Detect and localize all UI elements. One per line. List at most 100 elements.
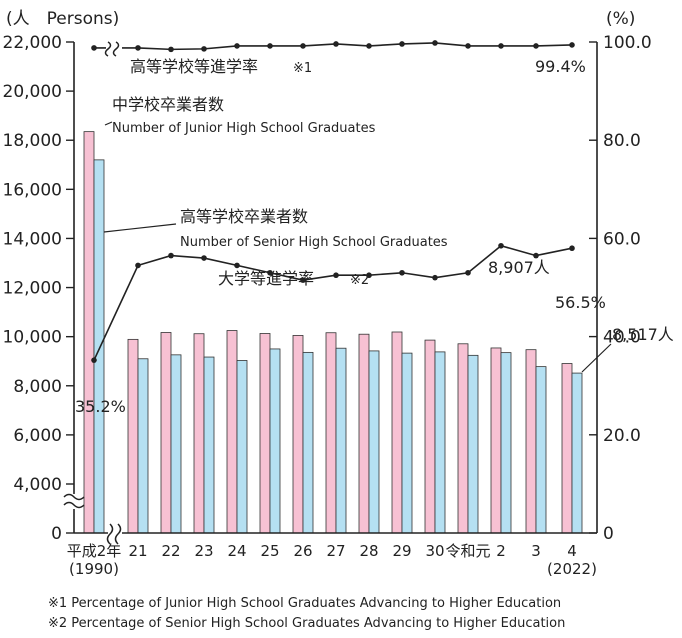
hs-rate-point	[465, 43, 471, 49]
hs-rate-point	[168, 46, 174, 53]
univ-rate-point	[366, 272, 372, 279]
junior-graduates-bar	[160, 332, 172, 534]
left-tick-label: 18,000	[3, 131, 62, 151]
category-sublabel: (1990)	[69, 560, 119, 578]
univ-rate-point	[168, 252, 174, 259]
x-axis-break-icon	[106, 523, 122, 545]
junior-graduates-bar	[127, 338, 139, 534]
hs-rate-point	[135, 45, 141, 51]
junior-graduates-bar	[490, 347, 502, 534]
senior-graduates-bar	[401, 352, 413, 534]
lines-layer	[91, 40, 575, 363]
junior-last-value-label: 8,907人	[488, 258, 550, 277]
univ-rate-point	[267, 269, 273, 276]
univ-rate-label: 大学等進学率	[218, 269, 314, 288]
univ-rate-point	[533, 252, 539, 259]
senior-last-leader	[581, 343, 612, 373]
left-axis-break-icon	[63, 493, 85, 509]
senior-graduates-bar	[93, 159, 105, 534]
senior-graduates-bar	[203, 356, 215, 534]
univ-rate-point	[201, 255, 207, 261]
hs-rate-point	[333, 41, 339, 47]
junior-graduates-bar	[525, 349, 537, 534]
univ-rate-point	[569, 245, 575, 252]
junior-label-leader	[104, 121, 113, 126]
right-tick-label: 40.0	[603, 328, 641, 348]
univ-rate-point	[465, 269, 471, 276]
right-tick-label: 60.0	[603, 229, 641, 249]
left-tick-label: 20,000	[3, 82, 62, 102]
hs-rate-point	[267, 43, 273, 49]
univ-rate-first-label: 35.2%	[75, 397, 126, 416]
footnote-2: ※2 Percentage of Senior High School Grad…	[48, 616, 565, 631]
junior-graduates-bar	[325, 332, 337, 534]
junior-series-label-en: Number of Junior High School Graduates	[112, 121, 376, 136]
left-tick-label: 4,000	[13, 475, 62, 495]
left-tick-label: 12,000	[3, 279, 62, 299]
junior-graduates-bar	[193, 333, 205, 534]
senior-graduates-bar	[535, 366, 547, 534]
category-label: 21	[128, 542, 147, 560]
univ-rate-last-label: 56.5%	[555, 293, 606, 312]
hs-rate-point	[234, 43, 240, 49]
left-axis-unit-label: (人 Persons)	[6, 9, 119, 29]
category-label: 23	[194, 542, 213, 560]
hs-rate-point	[498, 43, 504, 49]
category-label: 3	[531, 542, 541, 560]
univ-rate-note-mark: ※2	[350, 273, 369, 288]
univ-rate-point	[300, 277, 306, 283]
category-labels-layer: 平成2年(1990)21 22 23 24 25 26 27 28 29 30 令和元 2 3 4(202…	[67, 542, 597, 578]
hs-rate-point	[569, 42, 575, 48]
hs-rate-label: 高等学校等進学率	[130, 57, 258, 76]
junior-graduates-bar	[226, 330, 238, 534]
category-label: 24	[227, 542, 246, 560]
junior-graduates-bar	[561, 363, 573, 534]
senior-graduates-bar	[137, 358, 149, 534]
senior-graduates-bar	[368, 350, 380, 534]
senior-graduates-bar	[467, 354, 479, 534]
right-tick-label: 20.0	[603, 426, 641, 446]
junior-graduates-bar	[457, 343, 469, 534]
junior-graduates-bar	[259, 333, 271, 534]
footnote-1: ※1 Percentage of Junior High School Grad…	[48, 596, 561, 611]
senior-series-label: 高等学校卒業者数	[180, 207, 308, 226]
hs-rate-point	[399, 41, 405, 47]
senior-graduates-bar	[335, 347, 347, 534]
left-tick-label: 6,000	[13, 426, 62, 446]
right-tick-label: 0	[603, 524, 614, 544]
hs-rate-point	[533, 43, 539, 49]
junior-graduates-bar	[292, 335, 304, 534]
left-tick-label: 0	[51, 524, 62, 544]
senior-last-value-label: 8,517人	[612, 325, 674, 344]
right-axis-unit-label: (%)	[606, 9, 635, 29]
hs-rate-point	[91, 45, 97, 51]
category-label: 28	[359, 542, 378, 560]
category-label: 25	[260, 542, 279, 560]
senior-series-label-en: Number of Senior High School Graduates	[180, 235, 448, 250]
junior-graduates-bar	[424, 339, 436, 534]
right-tick-label: 80.0	[603, 131, 641, 151]
senior-graduates-bar	[571, 372, 583, 534]
senior-graduates-bar	[170, 354, 182, 534]
univ-rate-point	[135, 262, 141, 269]
right-ticks-layer: 0 20.0 40.0 60.0 80.0 100.0	[589, 33, 652, 544]
junior-graduates-bar	[391, 331, 403, 534]
category-label: 平成2年	[67, 542, 122, 560]
junior-graduates-bar	[358, 333, 370, 534]
senior-graduates-bar	[500, 352, 512, 534]
left-tick-label: 8,000	[13, 377, 62, 397]
category-label: 令和元	[445, 542, 490, 560]
senior-graduates-bar	[236, 360, 248, 534]
category-label: 22	[161, 542, 180, 560]
category-label: 27	[326, 542, 345, 560]
category-label: 30	[425, 542, 444, 560]
hs-rate-point	[300, 43, 306, 49]
hs-line-break-icon	[104, 41, 120, 57]
univ-rate-point	[498, 242, 504, 249]
left-tick-label: 10,000	[3, 328, 62, 348]
senior-graduates-bar	[434, 351, 446, 534]
hs-rate-note-mark: ※1	[293, 61, 312, 76]
univ-rate-point	[399, 269, 405, 276]
